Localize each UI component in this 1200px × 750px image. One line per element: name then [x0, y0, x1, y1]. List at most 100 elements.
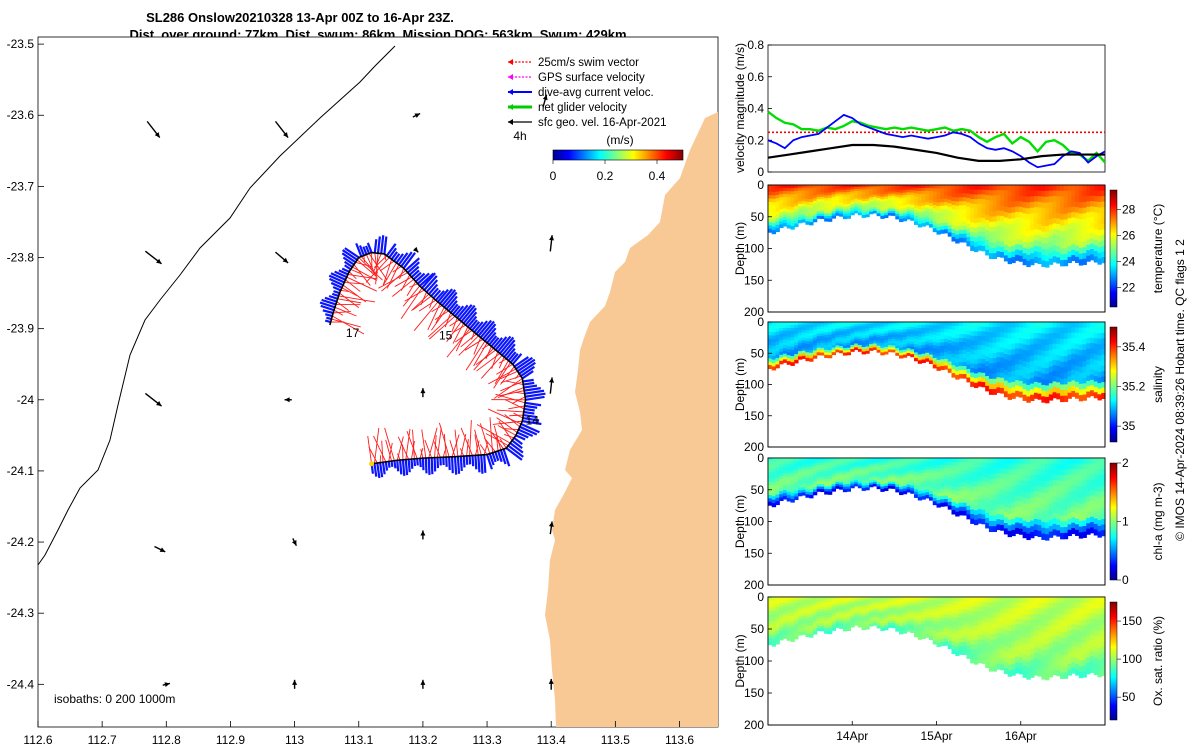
section-cell: [902, 491, 908, 495]
section-cell: [1041, 339, 1046, 346]
section-cell: [768, 341, 773, 346]
section-cell: [775, 481, 780, 486]
section-cell: [1015, 217, 1020, 224]
section-cell: [775, 354, 780, 359]
section-cell: [899, 491, 904, 496]
section-cell: [1078, 338, 1084, 346]
section-cell: [786, 188, 792, 192]
section-cell: [917, 336, 923, 341]
section-cell: [981, 189, 986, 195]
section-cell: [824, 352, 829, 356]
section-cell: [1082, 394, 1087, 401]
section-cell: [1003, 239, 1009, 246]
section-cell: [1048, 190, 1054, 197]
section-cell: [1056, 218, 1061, 225]
section-cell: [1015, 238, 1020, 245]
section-cell: [854, 607, 859, 610]
section-cell: [1097, 503, 1102, 510]
section-cell: [921, 623, 926, 628]
section-cell: [988, 185, 994, 191]
section-cell: [850, 614, 855, 617]
section-cell: [925, 219, 930, 223]
section-cell: [988, 505, 994, 512]
section-cell: [1086, 512, 1091, 519]
swim-vector: [345, 279, 361, 292]
section-cell: [805, 474, 810, 479]
section-cell: [1086, 359, 1091, 366]
section-cell: [1015, 254, 1020, 261]
section-cell: [839, 486, 844, 490]
section-cell: [929, 494, 934, 498]
section-cell: [1078, 202, 1084, 209]
section-cell: [872, 325, 878, 329]
section-cell: [775, 341, 780, 346]
section-cell: [1026, 190, 1031, 198]
section-cell: [842, 336, 848, 340]
section-cell: [876, 206, 881, 210]
section-cell: [850, 322, 855, 325]
section-cell: [797, 605, 803, 609]
section-cell: [1048, 474, 1054, 482]
section-cell: [842, 467, 848, 471]
section-cell: [932, 328, 938, 333]
section-cell: [1060, 350, 1065, 357]
map-ytick-label: -23.6: [7, 108, 35, 122]
section-cell: [1082, 349, 1087, 357]
section-cell: [932, 218, 938, 223]
swim-vector: [406, 281, 417, 296]
section-cell: [951, 208, 956, 214]
section-cell: [973, 199, 979, 205]
section-cell: [768, 624, 773, 629]
section-cell: [925, 204, 930, 209]
section-cell: [940, 335, 945, 340]
section-cell: [857, 324, 863, 327]
section-cell: [1000, 231, 1005, 238]
section-cell: [812, 190, 818, 194]
section-cell: [1022, 247, 1027, 254]
section-cell: [1030, 355, 1035, 362]
section-cell: [1045, 385, 1050, 392]
section-cell: [865, 337, 870, 341]
section-cell: [1000, 488, 1005, 495]
section-cell: [970, 476, 975, 482]
section-cell: [1011, 463, 1016, 470]
section-cell: [910, 324, 915, 328]
section-cell: [1037, 458, 1042, 465]
current-vector: [505, 347, 516, 360]
section-cell: [816, 322, 822, 325]
geostrophic-vector: [275, 251, 289, 264]
section-cell: [902, 187, 908, 191]
swim-vector: [373, 435, 387, 463]
section-cell: [1056, 212, 1061, 220]
section-cell: [887, 345, 893, 348]
swim-vector: [492, 420, 523, 425]
section-cell: [1086, 201, 1091, 208]
section-cell: [899, 339, 904, 344]
section-cell: [827, 190, 833, 194]
velocity-ytick-label: 0.2: [747, 133, 764, 147]
section-cell: [801, 628, 807, 633]
section-cell: [1063, 504, 1069, 511]
section-cell: [996, 382, 1001, 388]
section-cell: [936, 195, 941, 200]
section-cell: [1048, 241, 1054, 248]
section-cell: [824, 197, 829, 202]
section-cell: [816, 608, 822, 612]
section-cell: [824, 342, 829, 346]
section-cell: [943, 335, 949, 340]
section-cell: [955, 374, 960, 380]
section-cell: [782, 347, 788, 352]
section-cell: [869, 205, 874, 209]
section-cell: [902, 354, 908, 358]
section-cell: [902, 597, 908, 601]
section-cell: [827, 607, 833, 611]
swim-vector: [429, 297, 434, 309]
section-cell: [1071, 348, 1076, 355]
section-cell: [880, 628, 885, 632]
section-cell: [1052, 496, 1057, 503]
section-cell: [775, 627, 780, 632]
section-cell: [854, 619, 859, 622]
section-cell: [786, 206, 792, 211]
section-cell: [970, 331, 975, 337]
section-cell: [812, 623, 818, 627]
